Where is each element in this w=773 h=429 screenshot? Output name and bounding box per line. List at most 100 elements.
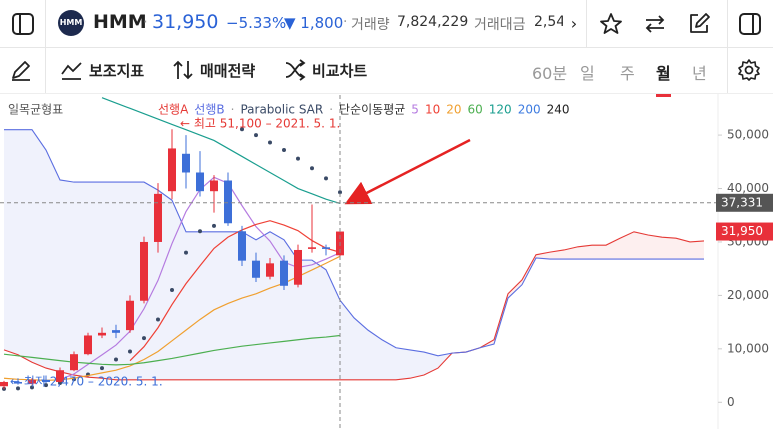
divider [727,48,728,93]
panel-icon[interactable] [739,13,761,35]
more-arrow[interactable]: › [563,8,585,40]
cloud-fill [508,279,522,299]
cloud-fill [4,129,18,355]
cloud-fill [368,330,382,380]
cloud-fill [676,238,690,260]
cloud-fill [340,300,354,380]
dot: · [343,14,348,30]
candle-body [210,180,218,192]
separator: · [231,103,235,117]
sar-dot [240,127,244,132]
divider [586,0,587,47]
cloud-fill [60,179,74,376]
cloud-fill [662,237,676,260]
last-price-tag [716,222,773,241]
period-option[interactable]: 월 [656,60,671,97]
edit-icon[interactable] [687,12,711,36]
cloud-fill [592,245,606,260]
settings-icon[interactable] [738,59,760,81]
period-option[interactable]: 주 [620,64,635,83]
divider [45,0,46,47]
ma-line [3,334,341,366]
header-bar: HMM HMM · 31,950 −5.33% ▼ 1,800 · 거래량 7,… [0,0,773,48]
cloud-fill [200,231,214,380]
candle-body [266,263,274,277]
cloud-fill [648,235,662,260]
cloud-fill [116,182,130,380]
cloud-fill [312,260,326,380]
candle-body [196,172,204,192]
strategy-icon[interactable] [172,59,194,81]
cloud-fill [18,129,32,363]
separator: · [329,103,333,117]
sar-dot [268,140,272,145]
legend-entry: Parabolic SAR [240,103,323,117]
y-tick-label: 40,000 [727,181,769,195]
cloud-fill [326,269,340,380]
legend-entry: 10 [425,103,440,117]
crosshair-label: 37,331 [721,195,763,209]
star-icon[interactable] [599,12,623,36]
price: 31,950 [152,11,219,33]
cloud-fill [270,231,284,380]
strategy-button[interactable]: 매매전략 [200,62,256,80]
sar-dot [142,336,146,341]
sar-dot [198,229,202,234]
legend-entry: 선행B [194,102,224,117]
symbol[interactable]: HMM [93,11,147,33]
candle-body [308,247,316,249]
cloud-fill [32,129,46,369]
candle-body [154,193,162,242]
y-tick-label: 0 [727,395,735,409]
cloud-fill [214,231,228,380]
candle-body [294,249,302,285]
divider [45,48,46,93]
compare-icon[interactable] [284,59,306,81]
period-option[interactable]: 년 [692,64,707,83]
candle-body [126,300,134,331]
indicator-label: 일목균형표 [8,103,63,117]
sar-dot [100,366,104,371]
toolbar: 보조지표 매매전략 비교차트 60분 일 주 월 년 [0,48,773,97]
y-tick-label: 50,000 [727,128,769,142]
cloud-line [3,231,705,381]
change: ▼ 1,800 [284,14,344,32]
candle-body [168,148,176,192]
cloud-fill [74,182,88,378]
ma-line [129,220,341,362]
legend-entry: 120 [489,103,512,117]
menu-icon[interactable] [12,13,34,35]
cloud-fill [634,231,648,260]
cloud-fill [690,240,704,260]
ma-line [101,97,341,205]
candle-body [182,153,190,173]
divider [727,0,728,47]
legend-entry: 240 [547,103,570,117]
indicators-button[interactable]: 보조지표 [89,62,145,80]
candle-body [84,335,92,355]
cloud-fill [564,246,578,260]
volume-label: 거래량 [351,17,390,33]
cloud-fill [46,150,60,372]
sar-dot [114,357,118,362]
swap-icon[interactable] [643,12,667,36]
draw-icon[interactable] [10,59,32,81]
cloud-fill [354,317,368,380]
cloud-fill [550,249,564,260]
period-option[interactable]: 일 [580,64,595,83]
cloud-line [4,129,704,357]
cloud-fill [186,231,200,380]
period-option[interactable]: 60분 [532,64,568,83]
y-tick-label: 10,000 [727,341,769,355]
compare-button[interactable]: 비교차트 [312,62,368,80]
indicator-icon[interactable] [61,60,83,80]
sar-dot [16,386,20,391]
legend-entry: 5 [411,103,419,117]
pointer-arrow [344,138,471,205]
sar-dot [44,383,48,388]
sar-dot [310,166,314,171]
cloud-fill [228,231,242,380]
